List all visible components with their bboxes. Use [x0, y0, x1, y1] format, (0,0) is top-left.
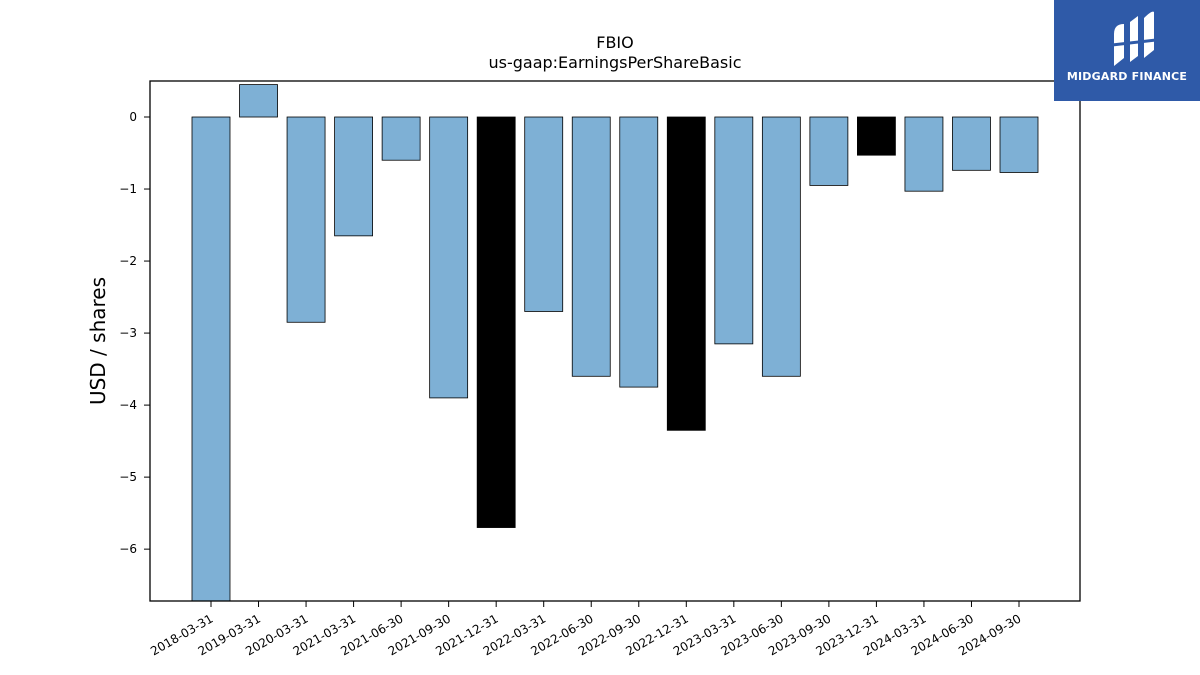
bar-2023-06-30 [761, 116, 801, 377]
bar-2023-12-31 [857, 116, 896, 156]
plot-frame [149, 80, 1081, 602]
chart-title: FBIO [596, 33, 634, 52]
bar-2020-03-31 [286, 116, 326, 323]
y-tick-label: −4 [119, 398, 137, 412]
y-tick-label: −3 [119, 326, 137, 340]
bar-2021-09-30 [429, 116, 469, 399]
y-tick-label: −2 [119, 254, 137, 268]
bar-2022-12-31 [666, 116, 706, 431]
bar-2019-03-31 [239, 84, 278, 118]
y-tick-label: 0 [129, 110, 137, 124]
bar-2021-12-31 [476, 116, 516, 528]
bar-2022-09-30 [619, 116, 659, 388]
y-tick-label: −5 [119, 470, 137, 484]
bar-2018-03-31 [191, 116, 231, 602]
x-axis-ticks: 2018-03-312019-03-312020-03-312021-03-31… [148, 601, 1024, 658]
chart-subtitle: us-gaap:EarningsPerShareBasic [488, 53, 741, 72]
bar-2024-09-30 [999, 116, 1039, 173]
y-tick-label: −6 [119, 542, 137, 556]
y-tick-label: −1 [119, 182, 137, 196]
bar-2023-09-30 [809, 116, 849, 186]
bar-2022-06-30 [571, 116, 611, 377]
logo-text: MIDGARD FINANCE [1066, 70, 1188, 83]
bar-2022-03-31 [524, 116, 564, 312]
bar-2021-03-31 [334, 116, 373, 237]
bars-group [191, 84, 1039, 602]
y-axis-label: USD / shares [86, 277, 110, 405]
bar-2023-03-31 [714, 116, 754, 345]
bar-2021-06-30 [381, 116, 421, 161]
bar-2024-06-30 [952, 116, 991, 171]
logo-mark-icon [1111, 11, 1157, 66]
y-axis-ticks: 0 −1 −2 −3 −4 −5 −6 [119, 110, 150, 556]
logo: MIDGARD FINANCE [1054, 0, 1200, 101]
bar-2024-03-31 [904, 116, 944, 192]
